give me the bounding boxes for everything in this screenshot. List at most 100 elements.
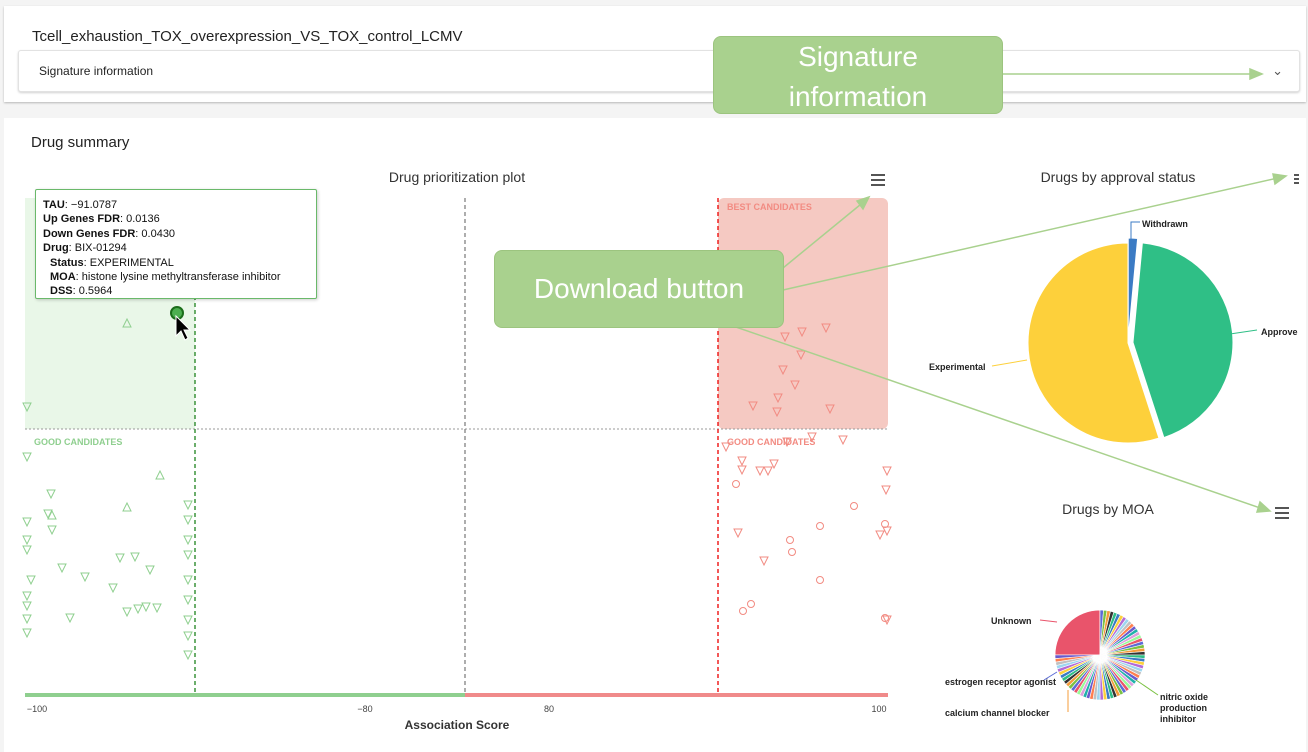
scatter-point[interactable] (46, 489, 56, 500)
scatter-point[interactable] (22, 614, 32, 625)
pie-label-withdrawn: Withdrawn (1142, 219, 1188, 229)
scatter-point[interactable] (755, 466, 765, 477)
scatter-point[interactable] (183, 535, 193, 546)
scatter-point[interactable] (47, 509, 57, 520)
scatter-point[interactable] (183, 500, 193, 511)
scatter-point[interactable] (739, 607, 747, 615)
scatter-point[interactable] (838, 435, 848, 446)
scatter-point[interactable] (183, 631, 193, 642)
region-label-good-right: GOOD CANDIDATES (727, 437, 815, 447)
scatter-point[interactable] (152, 603, 162, 614)
signature-title: Tcell_exhaustion_TOX_overexpression_VS_T… (32, 28, 463, 45)
scatter-point[interactable] (183, 575, 193, 586)
scatter-point[interactable] (183, 595, 193, 606)
scatter-point[interactable] (721, 442, 731, 453)
scatter-point[interactable] (22, 452, 32, 463)
approval-chart-title: Drugs by approval status (1041, 169, 1196, 185)
scatter-point[interactable] (737, 465, 747, 476)
scatter-point[interactable] (788, 548, 796, 556)
prioritization-plot-title: Drug prioritization plot (389, 169, 525, 185)
signature-info-expander[interactable]: Signature information ⌄ (18, 50, 1300, 92)
download-button-callout: Download button (494, 250, 784, 328)
scatter-point[interactable] (115, 553, 125, 564)
scatter-point[interactable] (882, 615, 892, 626)
scatter-point[interactable] (780, 332, 790, 343)
scatter-point[interactable] (759, 556, 769, 567)
signature-panel: Tcell_exhaustion_TOX_overexpression_VS_T… (4, 6, 1306, 102)
scatter-point[interactable] (22, 545, 32, 556)
scatter-point[interactable] (850, 502, 858, 510)
scatter-point[interactable] (183, 515, 193, 526)
scatter-point[interactable] (155, 469, 165, 480)
scatter-point[interactable] (133, 604, 143, 615)
pie-slice-approved[interactable] (1132, 242, 1234, 439)
moa-slice-unknown[interactable] (1054, 609, 1101, 656)
scatter-point[interactable] (769, 459, 779, 470)
scatter-point[interactable] (748, 401, 758, 412)
scatter-point[interactable] (797, 327, 807, 338)
scatter-point[interactable] (816, 522, 824, 530)
scatter-point[interactable] (782, 437, 792, 448)
scatter-point[interactable] (881, 614, 889, 622)
scatter-point[interactable] (747, 600, 755, 608)
callout-text-line1: Signature (798, 41, 918, 72)
moa-label-estrogen: estrogen receptor agonist (945, 677, 1056, 687)
moa-label-nitric: nitric oxide production inhibitor (1160, 692, 1208, 724)
pie-slice-experimental[interactable] (1027, 242, 1160, 444)
scatter-point[interactable] (141, 602, 151, 613)
scatter-point[interactable] (732, 480, 740, 488)
scatter-point[interactable] (737, 456, 747, 467)
scatter-point[interactable] (22, 601, 32, 612)
scatter-point[interactable] (807, 432, 817, 443)
scatter-point[interactable] (881, 520, 889, 528)
hamburger-menu-icon[interactable] (871, 174, 885, 186)
scatter-point[interactable] (183, 615, 193, 626)
pie-slice-withdrawn[interactable] (1127, 237, 1139, 339)
scatter-point[interactable] (122, 607, 132, 618)
scatter-point[interactable] (778, 365, 788, 376)
scatter-point[interactable] (786, 536, 794, 544)
scatter-point[interactable] (183, 550, 193, 561)
scatter-point[interactable] (875, 530, 885, 541)
x-tick-label: 100 (871, 704, 886, 714)
scatter-point[interactable] (881, 485, 891, 496)
scatter-point[interactable] (816, 576, 824, 584)
scatter-point[interactable] (733, 528, 743, 539)
scatter-point[interactable] (122, 317, 132, 328)
scatter-point[interactable] (773, 393, 783, 404)
moa-label-unknown: Unknown (991, 616, 1032, 626)
scatter-point[interactable] (882, 466, 892, 477)
region-label-good-left: GOOD CANDIDATES (34, 437, 122, 447)
scatter-point[interactable] (22, 517, 32, 528)
chevron-down-icon[interactable]: ⌄ (1272, 63, 1283, 78)
scatter-point[interactable] (122, 501, 132, 512)
scatter-point[interactable] (108, 583, 118, 594)
scatter-point[interactable] (821, 323, 831, 334)
scatter-point[interactable] (22, 535, 32, 546)
hamburger-menu-icon[interactable] (1294, 174, 1299, 184)
scatter-point[interactable] (790, 380, 800, 391)
scatter-point[interactable] (796, 350, 806, 361)
scatter-point[interactable] (22, 628, 32, 639)
scatter-point[interactable] (57, 563, 67, 574)
scatter-point[interactable] (65, 613, 75, 624)
scatter-point[interactable] (47, 525, 57, 536)
scatter-point[interactable] (80, 572, 90, 583)
pie-label-experimental: Experimental (929, 362, 986, 372)
approval-pie (1027, 237, 1234, 444)
point-tooltip: TAU: −91.0787 Up Genes FDR: 0.0136 Down … (35, 189, 317, 299)
hamburger-menu-icon[interactable] (1275, 507, 1289, 519)
scatter-point[interactable] (22, 402, 32, 413)
scatter-point[interactable] (145, 565, 155, 576)
scatter-point[interactable] (130, 552, 140, 563)
scatter-point[interactable] (183, 650, 193, 661)
scatter-point[interactable] (825, 404, 835, 415)
moa-slice[interactable] (1054, 654, 1101, 659)
x-axis-label: Association Score (405, 718, 510, 732)
scatter-point[interactable] (763, 466, 773, 477)
scatter-point[interactable] (772, 407, 782, 418)
scatter-point[interactable] (26, 575, 36, 586)
scatter-point[interactable] (22, 591, 32, 602)
moa-chart-title: Drugs by MOA (1062, 501, 1154, 517)
